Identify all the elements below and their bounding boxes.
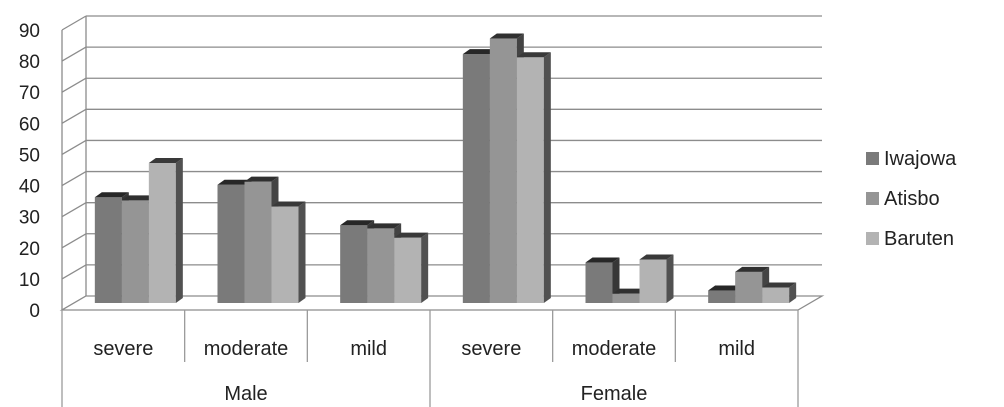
bar-front [612,293,640,303]
bar-front [489,38,517,304]
bar-front [217,184,245,303]
bar-top [367,223,402,229]
bar-top [762,282,797,288]
bar-top [148,158,183,163]
bar-front [516,57,544,303]
bar-top [94,192,129,198]
gridline-wall [61,77,87,93]
gridline-wall [61,233,87,249]
y-tick-label: 30 [19,208,40,229]
x-category-label: severe [93,338,153,360]
y-tick-label: 50 [19,145,40,166]
bar-front [121,200,149,303]
bar-top [244,176,279,182]
bar-front [585,262,613,303]
bar-front [735,271,763,303]
gridline-wall [61,46,87,62]
bar-top [121,195,156,201]
gridlines [61,15,822,311]
bar-top [217,179,252,185]
bar [639,254,674,303]
bar-top [271,201,306,207]
bar-top [585,257,620,263]
y-axis: 0 10 20 30 40 50 60 70 80 90 [19,21,40,322]
bar-top [708,285,743,291]
bar [516,52,551,303]
legend-swatch [866,152,879,165]
bar [585,257,620,303]
y-tick-label: 40 [19,177,40,198]
x-category-label: mild [350,338,387,360]
bar-top [612,288,647,294]
bar-top [394,232,429,238]
legend-label: Baruten [884,228,954,250]
y-tick-label: 20 [19,239,40,260]
bar-top [516,52,551,58]
bar-front [367,228,395,303]
bar [394,232,429,303]
gridline-wall [61,264,87,280]
bar-side [175,158,183,303]
x-category-label: mild [718,338,755,360]
bar-top [735,266,770,272]
legend-label: Iwajowa [884,148,957,170]
bar-side [789,282,797,303]
bar-front [639,259,667,303]
y-tick-label: 70 [19,83,40,104]
bar-top [462,49,497,55]
y-tick-label: 60 [19,114,40,135]
bar-front [148,163,176,303]
y-tick-label: 10 [19,270,40,291]
y-tick-label: 0 [29,301,40,322]
y-tick-label: 80 [19,52,40,73]
bar [271,201,306,303]
y-tick-label: 90 [19,21,40,42]
legend: Iwajowa Atisbo Baruten [866,148,957,250]
gridline-wall [61,15,87,31]
bar-front [340,225,368,303]
x-category-label: moderate [204,338,289,360]
bar [762,282,797,303]
legend-swatch [866,232,879,245]
x-category-label: severe [461,338,521,360]
bar-front [94,197,122,303]
legend-item: Atisbo [866,188,940,210]
gridline-wall [61,139,87,156]
bar-top [489,33,524,39]
legend-item: Iwajowa [866,148,957,170]
x-axis: severe moderate mild severe moderate mild Male… [61,310,799,407]
bar-front [271,206,299,303]
bar [148,158,183,303]
bar-side [298,201,306,303]
bar-front [762,287,790,303]
gridline-wall [61,170,87,187]
bar-side [421,232,429,303]
x-group-label: Female [581,383,648,405]
bars [94,33,797,304]
x-group-label: Male [224,383,267,405]
x-category-label: moderate [572,338,657,360]
bar-top [340,220,375,226]
bar-front [394,237,422,303]
bar-side [666,254,674,303]
legend-item: Baruten [866,228,954,250]
bar-front [244,181,272,303]
bar-front [708,290,736,303]
gridline-wall [61,108,87,124]
legend-swatch [866,192,879,205]
bar-top [639,254,674,260]
bar-front [462,54,490,303]
legend-label: Atisbo [884,188,940,210]
gridline-wall [61,202,87,218]
bar-side [543,52,551,303]
